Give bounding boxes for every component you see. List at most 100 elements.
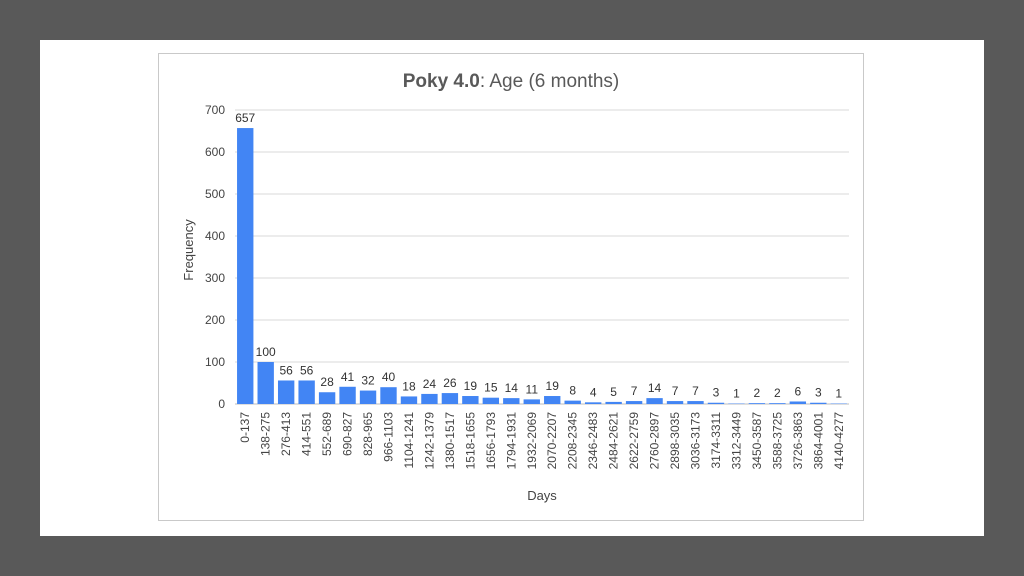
bar bbox=[277, 380, 295, 404]
data-label: 14 bbox=[648, 381, 662, 395]
y-axis-title: Frequency bbox=[181, 219, 196, 281]
bar bbox=[748, 403, 766, 404]
x-tick-label: 2622-2759 bbox=[627, 412, 641, 470]
x-tick-label: 2346-2483 bbox=[586, 412, 600, 470]
bar bbox=[666, 401, 684, 404]
bar bbox=[707, 402, 725, 404]
x-tick-label: 3864-4001 bbox=[811, 412, 825, 470]
bar bbox=[789, 401, 807, 404]
data-label: 7 bbox=[692, 384, 699, 398]
y-tick-label: 600 bbox=[205, 145, 225, 159]
bar bbox=[810, 402, 827, 404]
bar bbox=[441, 393, 459, 404]
x-axis-title: Days bbox=[527, 488, 557, 503]
bar bbox=[646, 398, 663, 404]
data-label: 24 bbox=[423, 377, 437, 391]
data-label: 2 bbox=[754, 386, 761, 400]
y-axis-ticks: 0 100 200 300 400 500 600 700 bbox=[205, 103, 225, 411]
x-tick-label: 0-137 bbox=[238, 412, 252, 443]
data-label: 26 bbox=[443, 376, 457, 390]
bar-chart: Poky 4.0: Age (6 months) 010020030040050… bbox=[181, 71, 849, 503]
x-tick-label: 276-413 bbox=[279, 412, 293, 456]
x-tick-label: 3174-3311 bbox=[709, 412, 723, 469]
bar bbox=[421, 393, 438, 404]
x-tick-label: 828-965 bbox=[361, 412, 375, 456]
y-tick-label: 100 bbox=[205, 355, 225, 369]
data-label: 7 bbox=[631, 384, 638, 398]
data-label: 19 bbox=[464, 379, 478, 393]
bar bbox=[605, 401, 622, 404]
x-tick-label: 3312-3449 bbox=[729, 412, 743, 470]
y-tick-label: 700 bbox=[205, 103, 225, 117]
data-label: 56 bbox=[279, 363, 293, 377]
chart-title-rest: : Age (6 months) bbox=[480, 71, 619, 92]
bar bbox=[544, 396, 561, 404]
x-tick-label: 552-689 bbox=[320, 412, 334, 456]
bar bbox=[400, 396, 418, 404]
x-tick-label: 1380-1517 bbox=[443, 412, 457, 470]
x-tick-label: 1104-1241 bbox=[402, 412, 416, 469]
bar bbox=[687, 401, 704, 404]
gridlines bbox=[235, 109, 849, 405]
bar bbox=[523, 399, 540, 404]
chart-container: Poky 4.0: Age (6 months) 0 100 200 300 400 50… bbox=[158, 53, 864, 521]
x-tick-label: 2070-2207 bbox=[545, 412, 559, 470]
data-label: 7 bbox=[672, 384, 679, 398]
data-label: 3 bbox=[713, 386, 720, 400]
x-tick-label: 1932-2069 bbox=[525, 412, 539, 470]
x-tick-label: 138-275 bbox=[259, 412, 273, 456]
bar bbox=[237, 128, 254, 404]
x-tick-label: 4140-4277 bbox=[832, 412, 846, 470]
data-label: 18 bbox=[402, 379, 416, 393]
slide-background: Poky 4.0: Age (6 months) 0 100 200 300 400 50… bbox=[40, 40, 984, 536]
data-label: 657 bbox=[235, 111, 255, 125]
bar bbox=[462, 396, 479, 404]
bar bbox=[625, 401, 643, 404]
x-tick-label: 3036-3173 bbox=[689, 412, 703, 470]
x-axis-ticks: 0-137 138-275 276-413 414-551 552-689 690-827… bbox=[238, 412, 846, 470]
data-label: 5 bbox=[610, 385, 617, 399]
data-label: 15 bbox=[484, 381, 498, 395]
x-tick-label: 3726-3863 bbox=[791, 412, 805, 470]
data-label: 8 bbox=[569, 384, 576, 398]
bars bbox=[237, 128, 847, 404]
bar bbox=[584, 402, 602, 404]
data-label: 11 bbox=[526, 382, 539, 396]
data-label: 1 bbox=[835, 387, 842, 401]
y-tick-label: 300 bbox=[205, 271, 225, 285]
x-tick-label: 2208-2345 bbox=[566, 412, 580, 470]
bar bbox=[380, 387, 397, 404]
bar bbox=[257, 362, 274, 404]
x-tick-label: 414-551 bbox=[300, 412, 314, 456]
data-label: 3 bbox=[815, 386, 822, 400]
bar bbox=[298, 380, 315, 404]
data-label: 40 bbox=[382, 370, 396, 384]
data-label: 100 bbox=[256, 345, 276, 359]
data-label: 19 bbox=[546, 379, 560, 393]
data-label: 14 bbox=[505, 381, 519, 395]
x-tick-label: 1242-1379 bbox=[422, 412, 436, 470]
x-tick-label: 3588-3725 bbox=[770, 412, 784, 470]
bar bbox=[564, 400, 581, 404]
y-tick-label: 0 bbox=[218, 397, 225, 411]
x-tick-label: 690-827 bbox=[341, 412, 355, 456]
bar bbox=[769, 403, 786, 404]
chart-title: Poky 4.0: Age (6 months) bbox=[403, 71, 620, 92]
bar bbox=[503, 398, 520, 404]
bar bbox=[482, 397, 500, 404]
data-label: 32 bbox=[361, 374, 375, 388]
y-tick-label: 200 bbox=[205, 313, 225, 327]
data-label: 6 bbox=[794, 384, 801, 398]
bar bbox=[339, 386, 356, 404]
data-label: 28 bbox=[320, 375, 334, 389]
data-label: 4 bbox=[590, 385, 597, 399]
data-label: 56 bbox=[300, 363, 314, 377]
x-tick-label: 1518-1655 bbox=[463, 412, 477, 470]
y-tick-label: 500 bbox=[205, 187, 225, 201]
data-label: 41 bbox=[341, 370, 355, 384]
bar bbox=[318, 392, 336, 404]
x-tick-label: 966-1103 bbox=[382, 412, 396, 462]
chart-title-bold: Poky 4.0 bbox=[403, 71, 480, 92]
x-tick-label: 2898-3035 bbox=[668, 412, 682, 470]
x-tick-label: 2484-2621 bbox=[607, 412, 621, 470]
